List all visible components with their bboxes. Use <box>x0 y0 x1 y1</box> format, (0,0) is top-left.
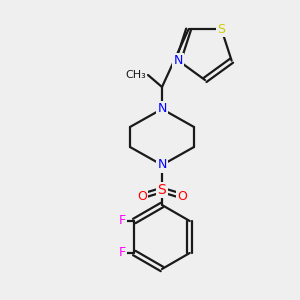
Text: S: S <box>218 23 226 36</box>
Text: F: F <box>119 247 126 260</box>
Text: N: N <box>157 158 167 172</box>
Text: N: N <box>157 103 167 116</box>
Text: S: S <box>158 183 166 197</box>
Text: F: F <box>119 214 126 227</box>
Text: CH₃: CH₃ <box>125 70 146 80</box>
Text: O: O <box>137 190 147 202</box>
Text: N: N <box>174 54 183 67</box>
Text: O: O <box>177 190 187 202</box>
